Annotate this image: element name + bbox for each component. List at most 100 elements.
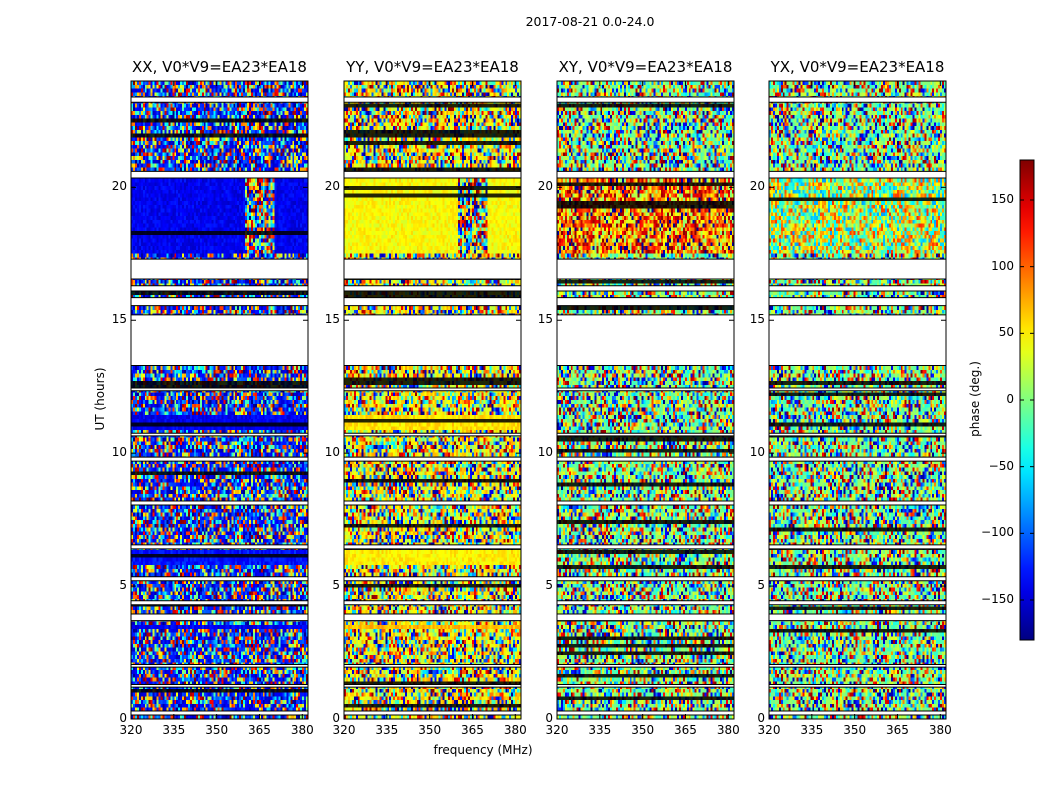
flagged-band — [344, 171, 521, 179]
panel-frame — [768, 80, 947, 720]
y-tick-label: 5 — [119, 578, 127, 593]
flagged-band — [557, 501, 734, 506]
flagged-band — [344, 297, 521, 306]
panel-title: YY, V0*V9=EA23*EA18 — [346, 58, 519, 76]
flagged-band — [344, 501, 521, 506]
flagged-band — [557, 314, 734, 366]
y-tick-label: 20 — [111, 179, 127, 194]
flagged-band — [769, 600, 946, 605]
flagged-band — [557, 297, 734, 306]
flagged-band — [557, 613, 734, 621]
flagged-band — [344, 285, 521, 292]
heatmap-raster — [344, 81, 521, 719]
colorbar-tick-label: −150 — [981, 592, 1014, 606]
flagged-band — [131, 314, 308, 366]
x-tick-label: 335 — [375, 723, 399, 737]
y-tick-label: 20 — [749, 179, 765, 194]
flagged-band — [344, 259, 521, 280]
y-tick-label: 0 — [119, 711, 127, 725]
colorbar-tick-label: 50 — [998, 325, 1014, 340]
flagged-band — [131, 297, 308, 306]
colorbar-tick-label: 150 — [991, 192, 1014, 206]
x-axis-label: frequency (MHz) — [433, 743, 533, 757]
x-tick-label: 365 — [886, 723, 909, 737]
colorbar-tick-label: −50 — [988, 458, 1014, 473]
flagged-band — [557, 544, 734, 549]
flagged-band — [344, 613, 521, 621]
flagged-band — [344, 96, 521, 103]
x-tick-label: 380 — [928, 723, 952, 737]
colorbar-tick-label: −100 — [981, 525, 1014, 540]
flagged-band — [131, 96, 308, 103]
y-tick-label: 20 — [537, 179, 553, 194]
heatmap-raster — [131, 81, 308, 719]
y-tick-label: 20 — [324, 179, 340, 194]
flagged-band — [557, 388, 734, 391]
flagged-band — [344, 711, 521, 716]
y-tick-label: 10 — [749, 445, 765, 460]
y-tick-label: 15 — [749, 312, 765, 327]
panel-frame — [130, 80, 309, 720]
x-tick-label: 350 — [418, 723, 442, 737]
flagged-band — [344, 600, 521, 605]
y-tick-label: 5 — [332, 578, 340, 593]
panel-title: YX, V0*V9=EA23*EA18 — [770, 58, 945, 76]
flagged-band — [344, 388, 521, 391]
flagged-band — [769, 711, 946, 716]
y-tick-label: 5 — [757, 578, 765, 593]
y-tick-label: 0 — [332, 711, 340, 725]
flagged-band — [557, 684, 734, 688]
panel-frame — [556, 80, 735, 720]
flagged-band — [344, 576, 521, 581]
flagged-band — [769, 388, 946, 391]
flagged-band — [131, 711, 308, 716]
flagged-band — [769, 576, 946, 581]
y-tick-label: 10 — [537, 445, 553, 460]
flagged-band — [131, 576, 308, 581]
flagged-band — [131, 285, 308, 292]
heatmap-raster — [557, 81, 734, 719]
flagged-band — [131, 600, 308, 605]
y-tick-label: 15 — [111, 312, 127, 327]
colorbar-tick-label: 100 — [991, 258, 1014, 273]
flagged-band — [131, 457, 308, 462]
flagged-band — [557, 711, 734, 716]
flagged-band — [344, 684, 521, 688]
panel-frame — [343, 80, 522, 720]
flagged-band — [769, 433, 946, 436]
x-tick-label: 365 — [248, 723, 271, 737]
x-tick-label: 320 — [332, 723, 356, 737]
y-tick-label: 0 — [757, 711, 765, 725]
flagged-band — [769, 171, 946, 179]
flagged-band — [769, 501, 946, 506]
flagged-band — [557, 285, 734, 292]
flagged-band — [131, 613, 308, 621]
flagged-band — [557, 259, 734, 280]
x-tick-label: 335 — [800, 723, 824, 737]
flagged-band — [131, 501, 308, 506]
y-tick-label: 5 — [545, 578, 553, 593]
flagged-band — [344, 664, 521, 668]
flagged-band — [131, 544, 308, 549]
flagged-band — [769, 664, 946, 668]
x-tick-label: 380 — [290, 723, 314, 737]
figure-suptitle: 2017-08-21 0.0-24.0 — [525, 14, 655, 29]
panel-title: XY, V0*V9=EA23*EA18 — [558, 58, 733, 76]
flagged-band — [769, 259, 946, 280]
colorbar-tick-label: 0 — [1006, 392, 1014, 406]
y-tick-label: 15 — [324, 312, 340, 327]
flagged-band — [769, 297, 946, 306]
x-tick-label: 320 — [119, 723, 143, 737]
flagged-band — [557, 433, 734, 436]
flagged-band — [769, 96, 946, 103]
y-axis-label: UT (hours) — [93, 367, 107, 431]
x-tick-label: 365 — [461, 723, 484, 737]
flagged-band — [131, 171, 308, 179]
flagged-band — [344, 314, 521, 366]
flagged-band — [131, 433, 308, 436]
x-tick-label: 350 — [843, 723, 867, 737]
flagged-band — [557, 96, 734, 103]
flagged-band — [131, 664, 308, 668]
flagged-band — [344, 433, 521, 436]
